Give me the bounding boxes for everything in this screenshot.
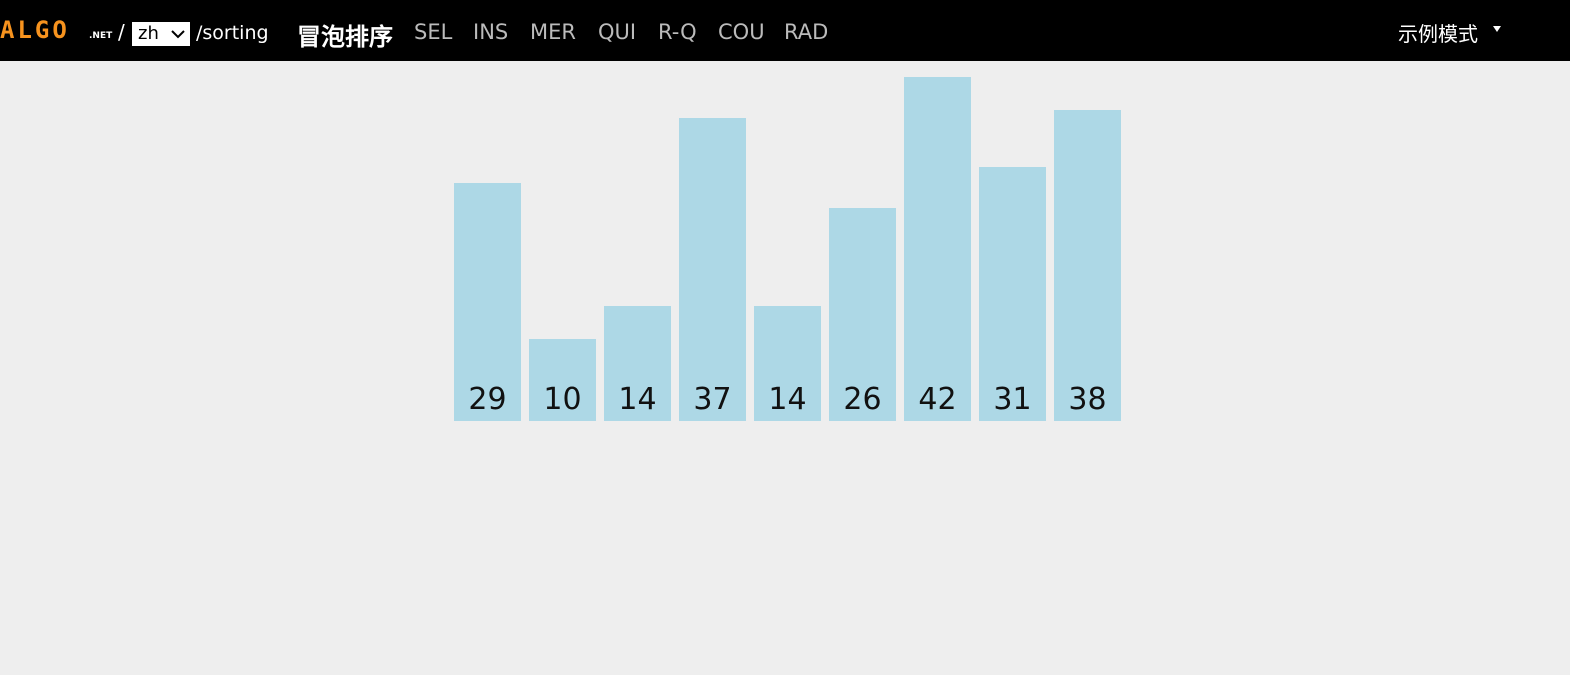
nav-item[interactable]: MER bbox=[530, 20, 576, 44]
separator: / bbox=[118, 20, 125, 44]
active-algorithm[interactable]: 冒泡排序 bbox=[297, 23, 393, 51]
mode-menu[interactable]: 示例模式 bbox=[1398, 22, 1478, 46]
bar: 31 bbox=[979, 167, 1046, 421]
top-bar: ALGO .NET / zh /sorting 冒泡排序 示例模式 SEL INS… bbox=[0, 0, 1570, 61]
language: zh bbox=[138, 23, 159, 44]
bar-label: 37 bbox=[693, 381, 732, 417]
bar: 38 bbox=[1054, 109, 1121, 421]
bar-label: 14 bbox=[618, 381, 657, 417]
bar-label: 38 bbox=[1068, 381, 1107, 417]
bar: 37 bbox=[679, 117, 746, 421]
caret bbox=[1493, 26, 1501, 32]
nav-item[interactable]: RAD bbox=[784, 20, 829, 44]
bar-label: 10 bbox=[543, 381, 582, 417]
bar: 14 bbox=[604, 306, 671, 421]
bar-label: 29 bbox=[468, 381, 507, 417]
bar: 26 bbox=[829, 208, 896, 421]
nav-item[interactable]: INS bbox=[473, 20, 509, 44]
logo[interactable]: ALGO bbox=[0, 16, 70, 44]
logo-suffix: .NET bbox=[89, 31, 113, 41]
bar-label: 31 bbox=[993, 381, 1032, 417]
bar: 10 bbox=[529, 339, 596, 421]
chevron bbox=[171, 30, 185, 39]
bar-label: 42 bbox=[918, 381, 957, 417]
nav-item[interactable]: SEL bbox=[414, 20, 453, 44]
bar: 42 bbox=[904, 77, 971, 421]
bar-label: 26 bbox=[843, 381, 882, 417]
nav-item[interactable]: QUI bbox=[598, 20, 637, 44]
bar: 14 bbox=[754, 306, 821, 421]
nav-item[interactable]: R-Q bbox=[658, 20, 697, 44]
nav-item[interactable]: COU bbox=[718, 20, 765, 44]
bar: 29 bbox=[454, 183, 521, 421]
bar-label: 14 bbox=[768, 381, 807, 417]
path: /sorting bbox=[196, 22, 269, 44]
language-select[interactable]: zh bbox=[132, 22, 190, 46]
